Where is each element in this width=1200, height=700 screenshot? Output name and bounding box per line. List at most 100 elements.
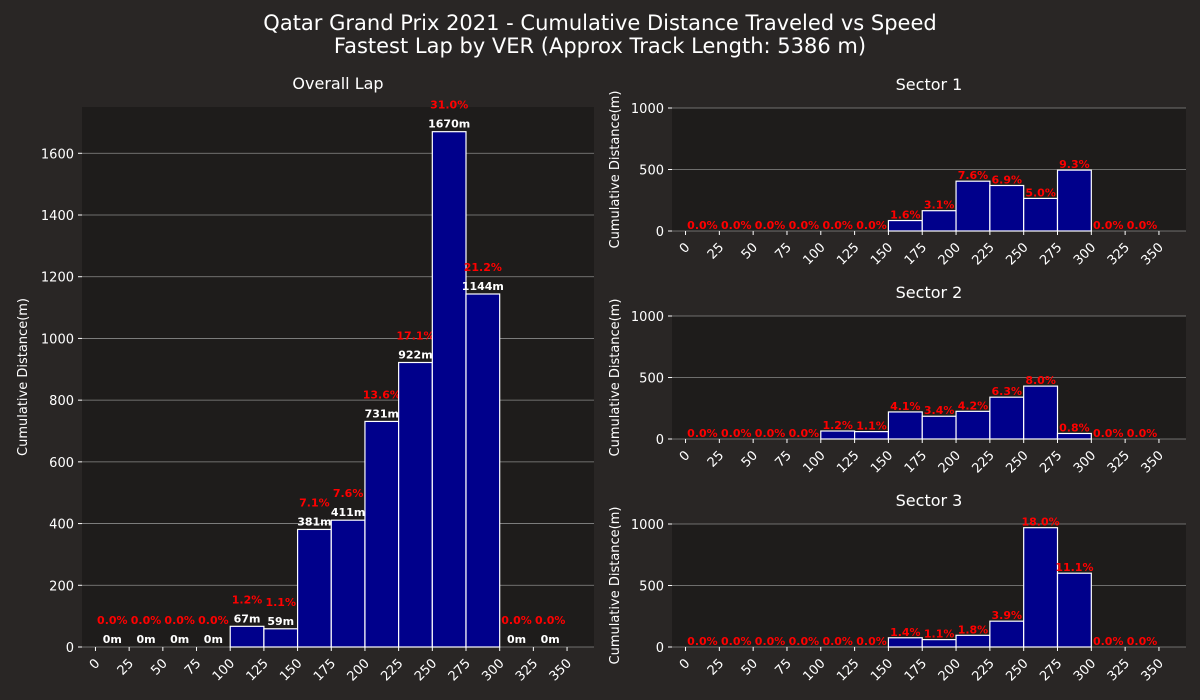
- sector-3-percent-label: 1.1%: [924, 628, 955, 641]
- overall-lap-percent-label: 1.2%: [232, 593, 263, 606]
- sector-3-y-axis-label: Cumulative Distance(m): [608, 507, 623, 665]
- sector-2-percent-label: 1.2%: [822, 419, 853, 432]
- sector-1-bar: [1023, 197, 1059, 232]
- overall-lap-percent-label: 17.1%: [396, 329, 434, 342]
- sector-2-bar: [989, 396, 1025, 440]
- overall-lap-bar: [263, 628, 299, 648]
- sector-2-percent-label: 6.3%: [992, 385, 1023, 398]
- sector-3-y-tick-label: 0: [656, 641, 664, 656]
- sector-3-percent-label: 11.1%: [1055, 561, 1093, 574]
- overall-lap-bar: [330, 519, 366, 648]
- sector-2-percent-label: 4.2%: [958, 399, 989, 412]
- sector-3-bar: [989, 620, 1025, 648]
- figure-title-line-2: Fastest Lap by VER (Approx Track Length:…: [334, 34, 866, 58]
- overall-lap-value-label: 1144m: [462, 280, 504, 293]
- overall-lap-value-label: 731m: [365, 407, 399, 420]
- overall-lap-percent-label: 1.1%: [265, 596, 296, 609]
- sector-3-percent-label: 0.0%: [1127, 635, 1158, 648]
- overall-lap-percent-label: 0.0%: [164, 614, 195, 627]
- sector-3-percent-label: 0.0%: [822, 635, 853, 648]
- overall-lap-value-label: 411m: [331, 506, 365, 519]
- sector-1-percent-label: 0.0%: [856, 219, 887, 232]
- overall-lap-value-label: 59m: [267, 615, 294, 628]
- overall-lap-y-tick-label: 600: [49, 456, 74, 471]
- sector-1-percent-label: 0.0%: [721, 219, 752, 232]
- sector-1-y-axis-label: Cumulative Distance(m): [608, 91, 623, 249]
- sector-3-bar: [887, 637, 923, 648]
- sector-3-percent-label: 1.8%: [958, 623, 989, 636]
- overall-lap-value-label: 381m: [297, 515, 331, 528]
- sector-1-bar: [1056, 169, 1092, 232]
- overall-lap-bar: [229, 625, 265, 648]
- overall-lap-value-label: 0m: [541, 633, 560, 646]
- sector-2-percent-label: 0.0%: [1127, 427, 1158, 440]
- sector-1-percent-label: 0.0%: [755, 219, 786, 232]
- sector-3-y-tick-label: 500: [639, 580, 664, 595]
- chart-overall-lap: 0 200 400 600 800 1000 1200 1400 1600 0m 0.0% 0m 0.0…: [16, 74, 594, 684]
- sector-2-percent-label: 0.0%: [1093, 427, 1124, 440]
- overall-lap-bar: [398, 361, 433, 648]
- sector-3-percent-label: 0.0%: [1093, 635, 1124, 648]
- sector-3-percent-label: 0.0%: [687, 635, 718, 648]
- overall-lap-bar: [364, 420, 400, 648]
- overall-lap-percent-label: 0.0%: [131, 614, 162, 627]
- overall-lap-y-tick-label: 1000: [41, 332, 74, 347]
- overall-lap-percent-label: 7.6%: [333, 487, 364, 500]
- sector-1-percent-label: 0.0%: [687, 219, 718, 232]
- sector-1-percent-label: 0.0%: [1093, 219, 1124, 232]
- overall-lap-value-label: 0m: [170, 633, 189, 646]
- overall-lap-percent-label: 0.0%: [97, 614, 128, 627]
- sector-2-percent-label: 0.0%: [789, 427, 820, 440]
- sector-2-percent-label: 4.1%: [890, 400, 921, 413]
- overall-lap-y-tick-label: 1200: [41, 271, 74, 286]
- sector-1-percent-label: 7.6%: [958, 169, 989, 182]
- sector-1-percent-label: 0.0%: [1127, 219, 1158, 232]
- sector-1-percent-label: 0.0%: [789, 219, 820, 232]
- sector-3-bar: [1056, 572, 1092, 648]
- sector-2-percent-label: 0.0%: [721, 427, 752, 440]
- sector-1-y-tick-label: 500: [639, 164, 664, 179]
- sector-1-percent-label: 1.6%: [890, 209, 921, 222]
- sector-2-bar: [887, 411, 923, 440]
- overall-lap-value-label: 0m: [204, 633, 223, 646]
- sector-2-percent-label: 1.1%: [856, 420, 887, 433]
- sector-3-percent-label: 1.4%: [890, 626, 921, 639]
- sector-2-bar: [955, 410, 991, 440]
- sector-2-percent-label: 3.4%: [924, 404, 955, 417]
- sector-3-percent-label: 0.0%: [755, 635, 786, 648]
- sector-2-percent-label: 8.0%: [1025, 374, 1056, 387]
- sector-1-y-tick-label: 0: [656, 225, 664, 240]
- sector-1-percent-label: 5.0%: [1025, 186, 1056, 199]
- overall-lap-value-label: 0m: [136, 633, 155, 646]
- sector-1-bar: [989, 184, 1025, 232]
- sector-1-percent-label: 3.1%: [924, 199, 955, 212]
- sector-2-bar: [1056, 432, 1092, 440]
- sector-2-y-tick-label: 500: [639, 372, 664, 387]
- overall-lap-y-tick-label: 1400: [41, 209, 74, 224]
- sector-3-percent-label: 0.0%: [856, 635, 887, 648]
- sector-3-title: Sector 3: [896, 491, 963, 510]
- overall-lap-percent-label: 0.0%: [198, 614, 229, 627]
- overall-lap-percent-label: 21.2%: [464, 261, 502, 274]
- sector-1-y-tick-label: 1000: [631, 102, 664, 117]
- sector-3-bar: [955, 634, 991, 648]
- sector-1-bar: [921, 210, 957, 232]
- sector-2-bar: [921, 415, 957, 440]
- sector-3-percent-label: 3.9%: [992, 609, 1023, 622]
- sector-2-bar: [820, 430, 856, 440]
- sector-3-bar: [1023, 527, 1059, 648]
- overall-lap-title: Overall Lap: [292, 74, 383, 93]
- sector-2-title: Sector 2: [896, 283, 963, 302]
- overall-lap-percent-label: 0.0%: [501, 614, 532, 627]
- sector-1-percent-label: 6.9%: [992, 173, 1023, 186]
- sector-2-y-axis-label: Cumulative Distance(m): [608, 299, 623, 457]
- overall-lap-bar: [465, 293, 501, 648]
- overall-lap-y-tick-label: 1600: [41, 147, 74, 162]
- overall-lap-bar: [431, 131, 467, 648]
- sector-3-percent-label: 0.0%: [721, 635, 752, 648]
- sector-3-bar: [921, 639, 957, 648]
